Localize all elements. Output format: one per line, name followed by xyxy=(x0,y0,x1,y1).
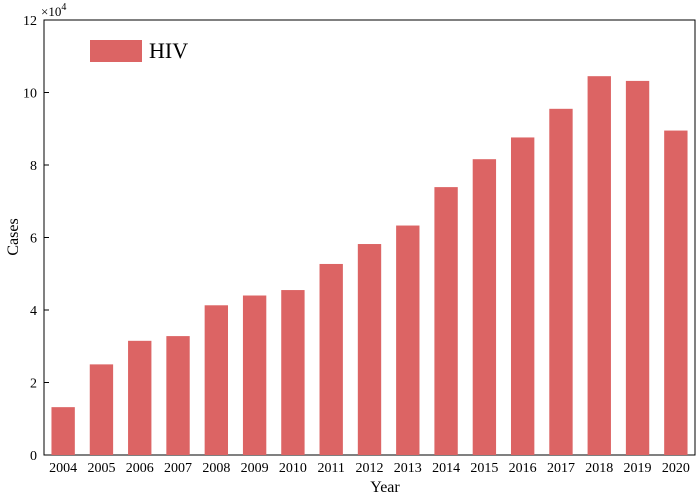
x-tick-label: 2008 xyxy=(202,461,230,476)
bar-series-hiv xyxy=(51,76,688,456)
bar-2006 xyxy=(128,340,152,455)
bar-2012 xyxy=(357,244,382,455)
bar-2018 xyxy=(587,76,611,455)
bar-2013 xyxy=(396,225,420,455)
x-tick-label: 2005 xyxy=(87,461,115,476)
x-tick-label: 2004 xyxy=(49,461,77,476)
bar-2005 xyxy=(89,364,114,455)
y-tick-label: 6 xyxy=(30,232,37,247)
y-tick-label: 12 xyxy=(23,14,37,29)
y-tick-label: 2 xyxy=(30,377,37,392)
x-tick-label: 2014 xyxy=(432,461,460,476)
x-tick-label: 2019 xyxy=(624,461,652,476)
x-tick-label: 2015 xyxy=(470,461,498,476)
bar-2019 xyxy=(625,80,650,456)
bar-2010 xyxy=(281,290,305,455)
x-tick-label: 2010 xyxy=(279,461,307,476)
x-axis-title: Year xyxy=(370,479,400,496)
x-tick-label: 2007 xyxy=(164,461,192,476)
bar-2015 xyxy=(472,159,497,455)
x-tick-label: 2013 xyxy=(394,461,422,476)
bar-2020 xyxy=(664,130,688,455)
y-tick-label: 10 xyxy=(23,87,37,102)
x-tick-label: 2009 xyxy=(241,461,269,476)
bar-2009 xyxy=(242,295,267,455)
bar-2014 xyxy=(434,187,458,456)
bar-2017 xyxy=(549,108,573,455)
y-axis: 0 2 4 6 8 10 12 xyxy=(23,14,49,464)
legend-swatch-hiv xyxy=(90,40,142,62)
bar-2004 xyxy=(51,407,75,455)
x-tick-label: 2018 xyxy=(585,461,613,476)
bar-2011 xyxy=(319,263,343,455)
x-tick-label: 2006 xyxy=(126,461,154,476)
bar-2007 xyxy=(166,336,190,455)
y-tick-label: 4 xyxy=(30,304,37,319)
y-multiplier-label: ×104 xyxy=(41,2,66,19)
y-axis-title: Cases xyxy=(5,218,22,255)
y-tick-label: 0 xyxy=(30,449,37,464)
x-tick-label: 2017 xyxy=(547,461,575,476)
x-tick-label: 2012 xyxy=(356,461,384,476)
legend-label-hiv: HIV xyxy=(149,38,188,63)
legend: HIV xyxy=(90,38,188,63)
x-tick-label: 2016 xyxy=(509,461,537,476)
x-axis: 2004 2005 2006 2007 2008 2009 2010 2011 2012 2013… xyxy=(49,450,690,476)
bar-2016 xyxy=(510,137,535,455)
y-tick-label: 8 xyxy=(30,159,37,174)
bar-2008 xyxy=(204,305,229,455)
x-tick-label: 2011 xyxy=(317,461,344,476)
x-tick-label: 2020 xyxy=(662,461,690,476)
